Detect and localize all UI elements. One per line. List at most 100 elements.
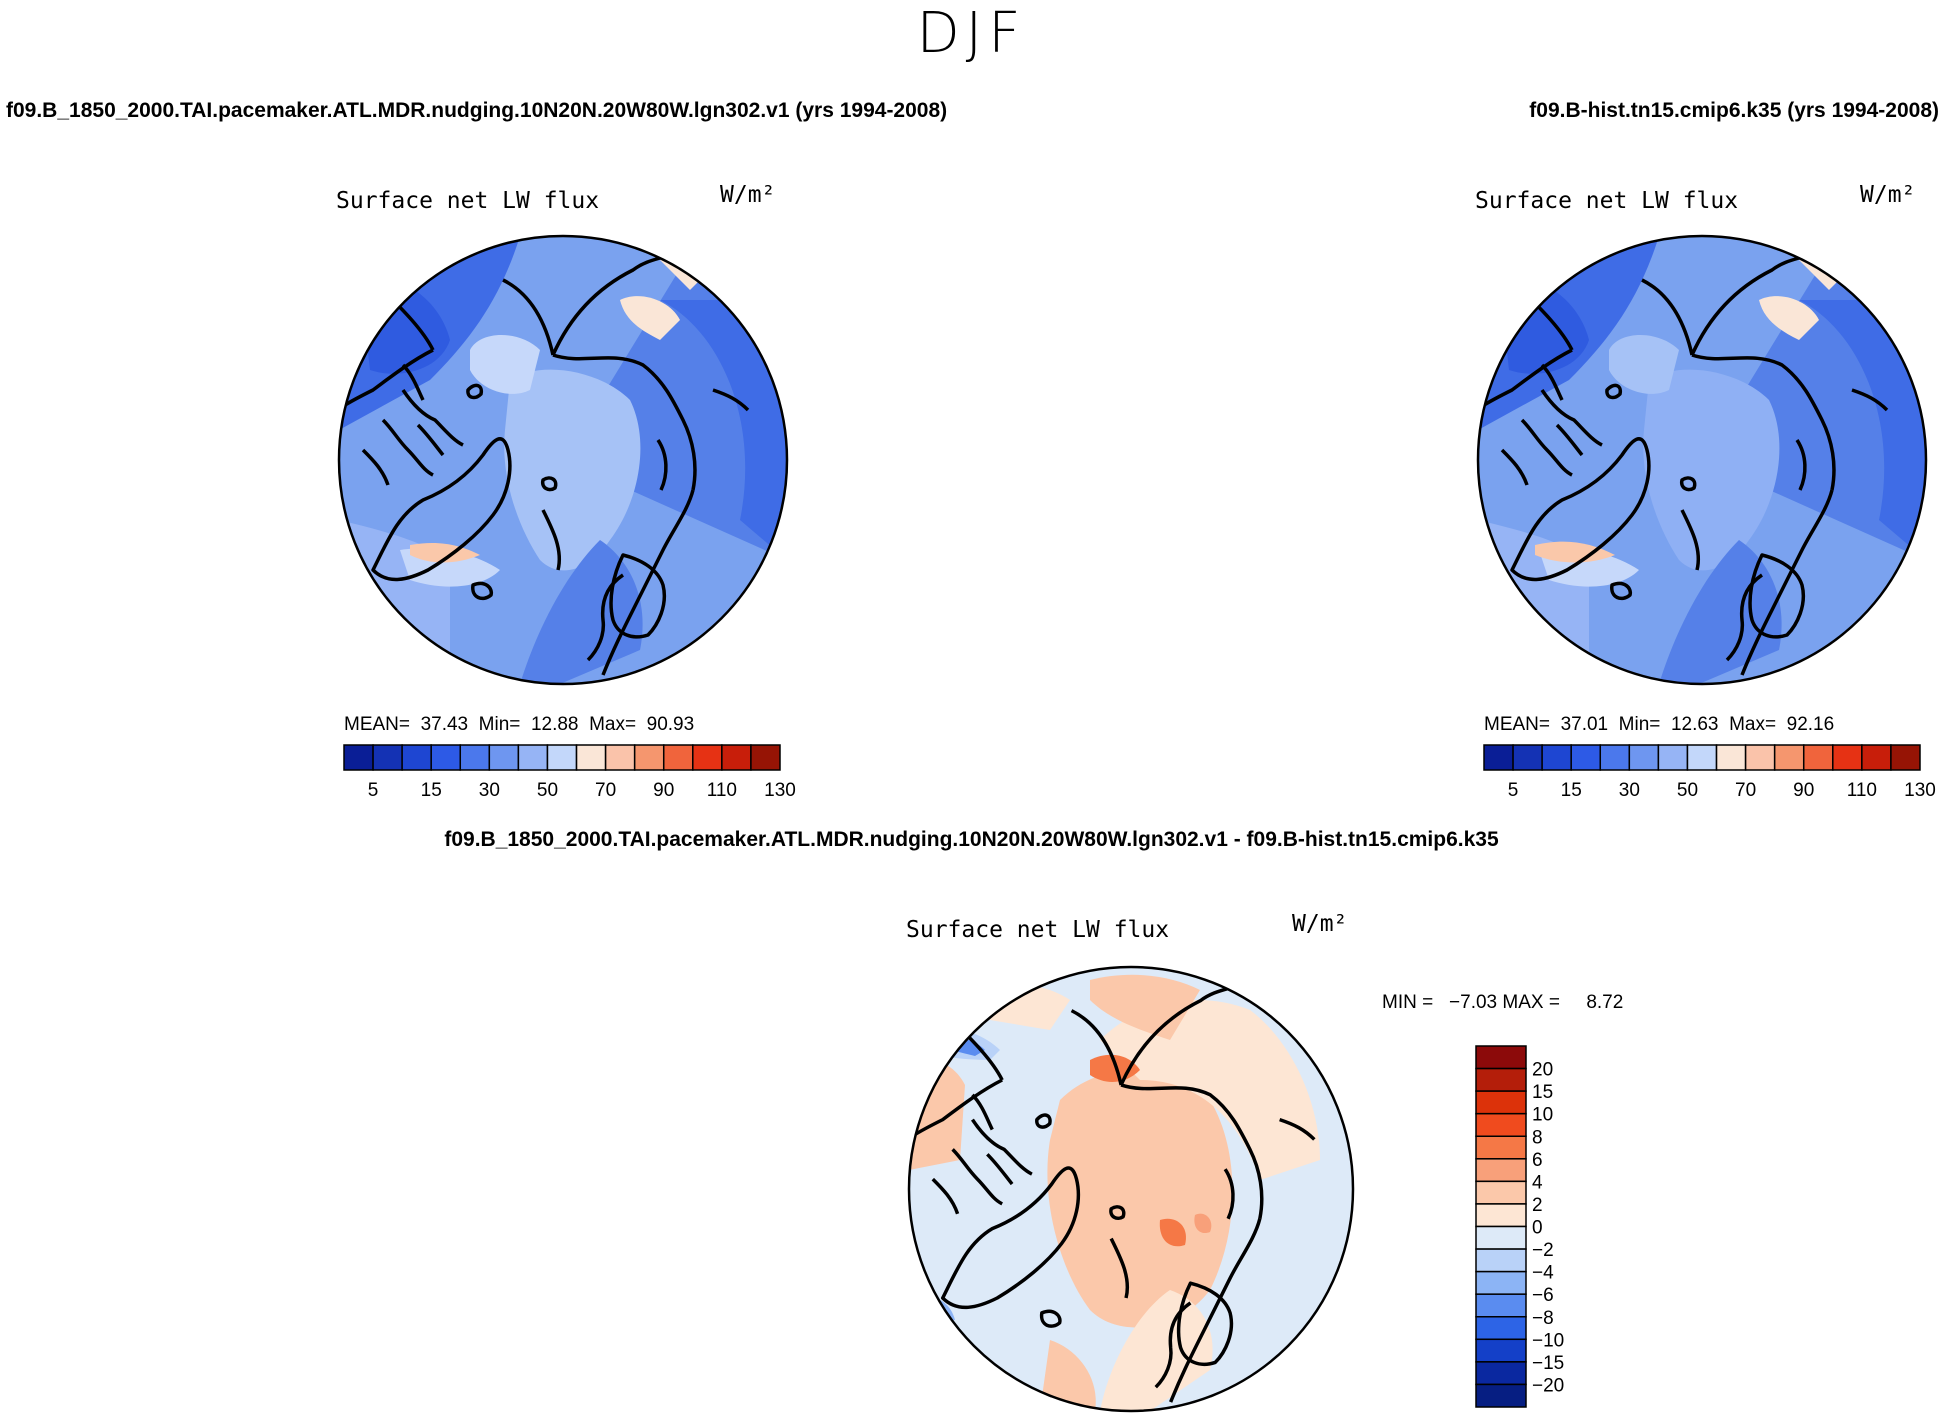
colorbar-swatch bbox=[546, 744, 578, 771]
colorbar-swatch bbox=[1861, 744, 1892, 771]
diff-map-border bbox=[907, 965, 1355, 1413]
colorbar-tick-label: 110 bbox=[707, 780, 737, 801]
colorbar-swatch bbox=[1475, 1203, 1527, 1228]
case1-label: f09.B_1850_2000.TAI.pacemaker.ATL.MDR.nu… bbox=[6, 99, 948, 122]
colorbar-swatch bbox=[517, 744, 549, 771]
colorbar-swatch bbox=[662, 744, 694, 771]
colorbar-swatch bbox=[1570, 744, 1602, 771]
figure-title: DJF bbox=[916, 1, 1027, 66]
colorbar-swatch bbox=[750, 744, 781, 771]
colorbar-swatch bbox=[459, 744, 491, 771]
colorbar-swatch bbox=[401, 744, 432, 771]
max-value: 90.93 bbox=[646, 714, 695, 735]
colorbar-swatch bbox=[1475, 1112, 1527, 1137]
diff-label: f09.B_1850_2000.TAI.pacemaker.ATL.MDR.nu… bbox=[444, 828, 1499, 851]
colorbar-swatch bbox=[1686, 744, 1718, 771]
colorbar-swatch bbox=[633, 744, 665, 771]
case2-subtitle: Surface net LW flux bbox=[1475, 188, 1739, 214]
colorbar-tick-label: −15 bbox=[1532, 1353, 1564, 1374]
colorbar-swatch bbox=[721, 744, 752, 771]
colorbar-swatch bbox=[430, 744, 462, 771]
colorbar-swatch bbox=[1744, 744, 1776, 771]
colorbar-tick-label: 0 bbox=[1532, 1218, 1543, 1239]
min-label: Min= bbox=[478, 714, 521, 735]
colorbar-swatch bbox=[1475, 1293, 1527, 1318]
colorbar-swatch bbox=[604, 744, 636, 771]
colorbar-tick-label: −10 bbox=[1532, 1330, 1564, 1351]
mean-value: 37.43 bbox=[420, 714, 469, 735]
colorbar-swatch bbox=[1475, 1135, 1527, 1160]
colorbar-tick-label: 110 bbox=[1847, 780, 1877, 801]
mean-value: 37.01 bbox=[1560, 714, 1609, 735]
case2-map-border bbox=[1476, 234, 1928, 686]
colorbar-tick-label: 130 bbox=[1904, 780, 1936, 801]
diff-subtitle: Surface net LW flux bbox=[906, 917, 1170, 943]
min-value: 12.88 bbox=[530, 714, 579, 735]
case1-subtitle: Surface net LW flux bbox=[336, 188, 600, 214]
colorbar-tick-label: 4 bbox=[1532, 1172, 1543, 1193]
case1-units: W/m² bbox=[720, 182, 776, 208]
colorbar-swatch bbox=[1475, 1225, 1527, 1250]
colorbar-tick-label: 50 bbox=[1677, 780, 1698, 801]
colorbar-tick-label: 90 bbox=[653, 780, 674, 801]
colorbar-swatch bbox=[692, 744, 723, 771]
colorbar-swatch bbox=[1802, 744, 1834, 771]
colorbar-swatch bbox=[1657, 744, 1689, 771]
case1-stats: MEAN= 37.43 Min= 12.88 Max= 90.93 bbox=[344, 714, 694, 736]
colorbar-tick-label: 50 bbox=[537, 780, 558, 801]
colorbar-swatch bbox=[1715, 744, 1747, 771]
colorbar-swatch bbox=[1475, 1383, 1527, 1408]
colorbar-swatch bbox=[1475, 1158, 1527, 1183]
colorbar-swatch bbox=[1475, 1248, 1527, 1273]
colorbar-tick-label: −8 bbox=[1532, 1308, 1554, 1329]
colorbar-tick-label: 5 bbox=[368, 780, 379, 801]
colorbar-swatch bbox=[1475, 1180, 1527, 1205]
max-label: Max= bbox=[1729, 714, 1777, 735]
colorbar-tick-label: 30 bbox=[1619, 780, 1640, 801]
colorbar-tick-label: 8 bbox=[1532, 1127, 1543, 1148]
max-value: 92.16 bbox=[1786, 714, 1835, 735]
colorbar-tick-label: 30 bbox=[479, 780, 500, 801]
case1-colorbar: 5 15 30 50 70 90 110 130 bbox=[343, 744, 796, 801]
min-label: Min= bbox=[1618, 714, 1661, 735]
colorbar-tick-label: 10 bbox=[1532, 1105, 1553, 1126]
colorbar-swatch bbox=[343, 744, 374, 771]
case2-units: W/m² bbox=[1860, 182, 1916, 208]
colorbar-swatch bbox=[1890, 744, 1921, 771]
max-label: Max= bbox=[589, 714, 637, 735]
diff-map bbox=[909, 967, 1353, 1411]
colorbar-tick-label: 90 bbox=[1793, 780, 1814, 801]
colorbar-tick-label: −2 bbox=[1532, 1240, 1554, 1261]
colorbar-swatch bbox=[372, 744, 403, 771]
case2-stats: MEAN= 37.01 Min= 12.63 Max= 92.16 bbox=[1484, 714, 1834, 736]
colorbar-swatch bbox=[1541, 744, 1572, 771]
colorbar-tick-label: −6 bbox=[1532, 1285, 1554, 1306]
mean-label: MEAN= bbox=[1484, 714, 1550, 735]
colorbar-tick-label: −4 bbox=[1532, 1263, 1554, 1284]
colorbar-swatch bbox=[1483, 744, 1514, 771]
colorbar-tick-label: 70 bbox=[1735, 780, 1756, 801]
colorbar-swatch bbox=[1628, 744, 1660, 771]
diff-minmax: MIN = −7.03 MAX = 8.72 bbox=[1382, 992, 1624, 1013]
colorbar-tick-label: 5 bbox=[1508, 780, 1519, 801]
case2-label: f09.B-hist.tn15.cmip6.k35 (yrs 1994-2008… bbox=[1529, 99, 1939, 122]
colorbar-swatch bbox=[1773, 744, 1805, 771]
colorbar-swatch bbox=[1475, 1361, 1527, 1386]
case1-map bbox=[339, 236, 787, 684]
colorbar-swatch bbox=[1475, 1067, 1527, 1092]
colorbar-tick-label: 15 bbox=[1561, 780, 1582, 801]
colorbar-tick-label: 15 bbox=[421, 780, 442, 801]
colorbar-tick-label: 20 bbox=[1532, 1060, 1553, 1081]
diff-units: W/m² bbox=[1292, 911, 1348, 937]
colorbar-swatch bbox=[1599, 744, 1631, 771]
colorbar-tick-label: 70 bbox=[595, 780, 616, 801]
colorbar-swatch bbox=[1512, 744, 1543, 771]
min-value: 12.63 bbox=[1670, 714, 1719, 735]
colorbar-tick-label: −20 bbox=[1532, 1375, 1564, 1396]
colorbar-swatch bbox=[1475, 1316, 1527, 1341]
colorbar-tick-label: 130 bbox=[764, 780, 796, 801]
colorbar-swatch bbox=[1475, 1338, 1527, 1363]
colorbar-tick-label: 15 bbox=[1532, 1082, 1553, 1103]
